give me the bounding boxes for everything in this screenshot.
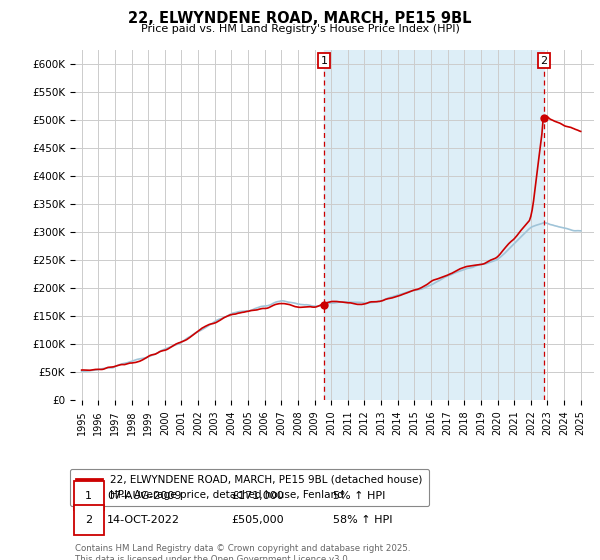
Bar <box>324 50 544 400</box>
Text: 1: 1 <box>85 491 92 501</box>
Text: 07-AUG-2009: 07-AUG-2009 <box>107 491 181 501</box>
Text: 2: 2 <box>541 55 547 66</box>
Text: 5% ↑ HPI: 5% ↑ HPI <box>333 491 385 501</box>
Text: 58% ↑ HPI: 58% ↑ HPI <box>333 515 392 525</box>
Text: Contains HM Land Registry data © Crown copyright and database right 2025.
This d: Contains HM Land Registry data © Crown c… <box>75 544 410 560</box>
Text: 1: 1 <box>320 55 328 66</box>
Text: Price paid vs. HM Land Registry's House Price Index (HPI): Price paid vs. HM Land Registry's House … <box>140 24 460 34</box>
Legend: 22, ELWYNDENE ROAD, MARCH, PE15 9BL (detached house), HPI: Average price, detach: 22, ELWYNDENE ROAD, MARCH, PE15 9BL (det… <box>70 469 429 506</box>
Text: 2: 2 <box>85 515 92 525</box>
Text: £505,000: £505,000 <box>231 515 284 525</box>
Text: 22, ELWYNDENE ROAD, MARCH, PE15 9BL: 22, ELWYNDENE ROAD, MARCH, PE15 9BL <box>128 11 472 26</box>
Text: £171,000: £171,000 <box>231 491 284 501</box>
Text: 14-OCT-2022: 14-OCT-2022 <box>107 515 180 525</box>
